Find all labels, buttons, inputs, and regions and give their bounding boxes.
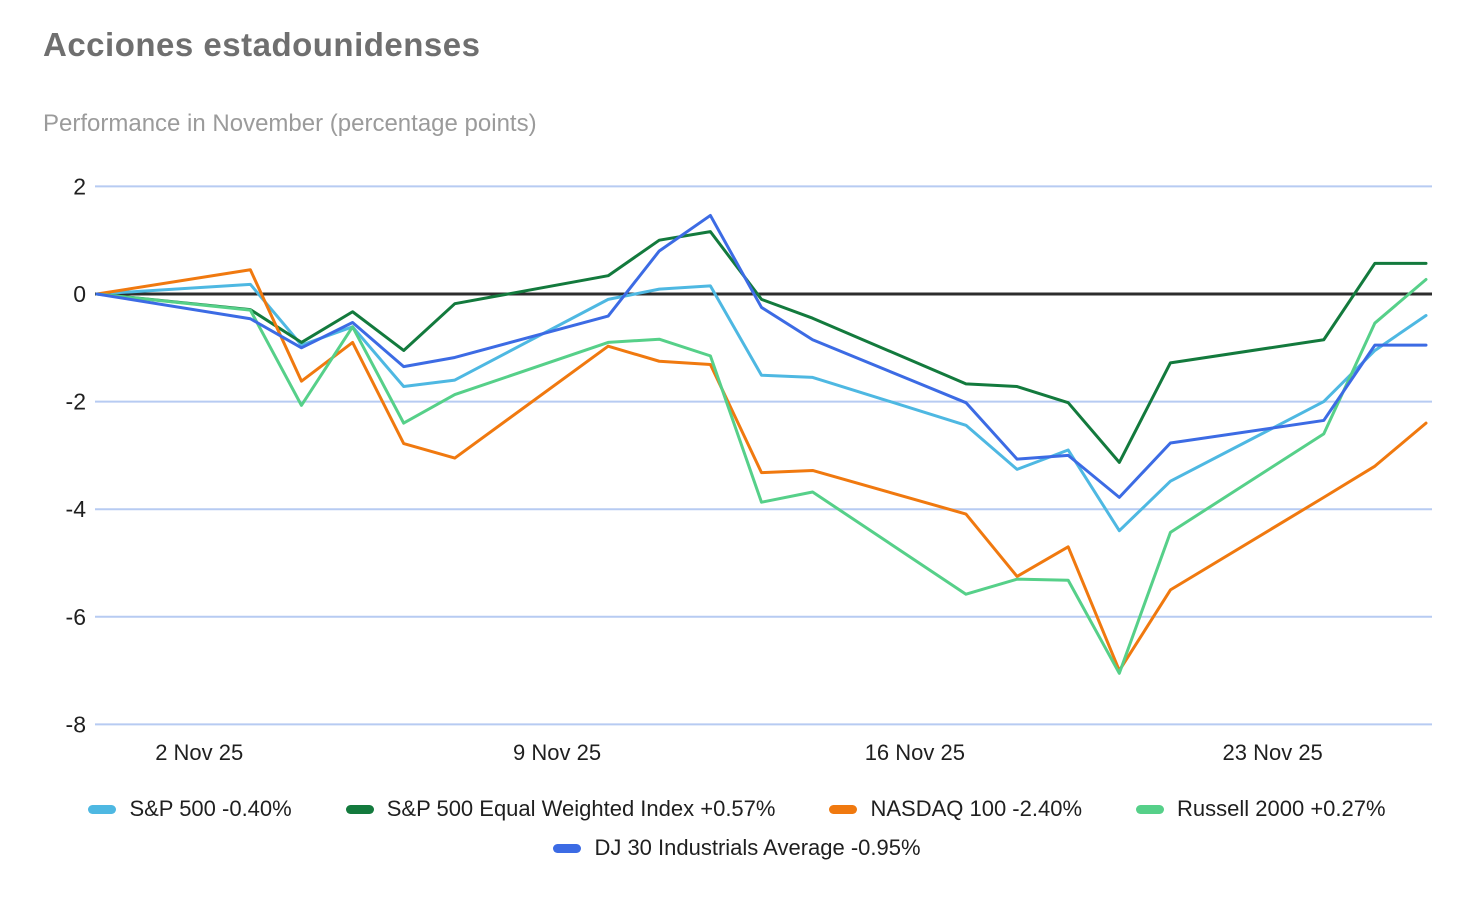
x-tick-label: 23 Nov 25 — [1223, 740, 1323, 765]
series-line-2 — [95, 268, 1428, 673]
y-tick-label: -4 — [66, 496, 87, 522]
legend-row-2: DJ 30 Industrials Average -0.95% — [553, 835, 921, 861]
legend-item-sp500-equal-weighted: S&P 500 Equal Weighted Index +0.57% — [345, 796, 776, 822]
legend-swatch-nasdaq100 — [829, 804, 858, 814]
legend-item-dj30: DJ 30 Industrials Average -0.95% — [553, 835, 921, 861]
legend-label-nasdaq100: NASDAQ 100 -2.40% — [870, 796, 1083, 821]
chart-subtitle: Performance in November (percentage poin… — [43, 110, 537, 137]
x-tick-label: 9 Nov 25 — [513, 740, 601, 765]
legend-item-russell2000: Russell 2000 +0.27% — [1136, 796, 1386, 822]
legend-swatch-dj30 — [553, 843, 582, 853]
series-line-1 — [95, 230, 1428, 464]
legend-swatch-sp500-equal-weighted — [345, 804, 374, 814]
y-tick-label: 0 — [73, 281, 86, 307]
y-tick-label: -8 — [66, 711, 86, 737]
y-tick-label: 2 — [73, 173, 86, 199]
line-chart: 2 0 -2 -4 -6 -8 2 Nov 25 9 Nov 25 16 Nov 25 23 No… — [66, 173, 1432, 765]
series-line-3 — [95, 277, 1428, 675]
legend-row-1: S&P 500 -0.40% S&P 500 Equal Weighted In… — [88, 796, 1386, 822]
legend-swatch-sp500 — [88, 804, 117, 814]
x-tick-label: 16 Nov 25 — [865, 740, 965, 765]
y-tick-label: -2 — [66, 389, 86, 415]
chart-legend: S&P 500 -0.40% S&P 500 Equal Weighted In… — [0, 796, 1474, 861]
legend-label-sp500-equal-weighted: S&P 500 Equal Weighted Index +0.57% — [386, 796, 776, 821]
legend-label-sp500: S&P 500 -0.40% — [129, 796, 292, 821]
y-tick-label: -6 — [66, 604, 86, 630]
legend-label-russell2000: Russell 2000 +0.27% — [1177, 796, 1386, 821]
series-line-0 — [95, 282, 1428, 533]
series-line-4 — [95, 213, 1428, 499]
legend-item-sp500: S&P 500 -0.40% — [88, 796, 292, 822]
x-tick-label: 2 Nov 25 — [155, 740, 243, 765]
legend-swatch-russell2000 — [1136, 804, 1165, 814]
legend-item-nasdaq100: NASDAQ 100 -2.40% — [829, 796, 1082, 822]
legend-label-dj30: DJ 30 Industrials Average -0.95% — [594, 835, 921, 860]
page-title: Acciones estadounidenses — [43, 26, 481, 63]
